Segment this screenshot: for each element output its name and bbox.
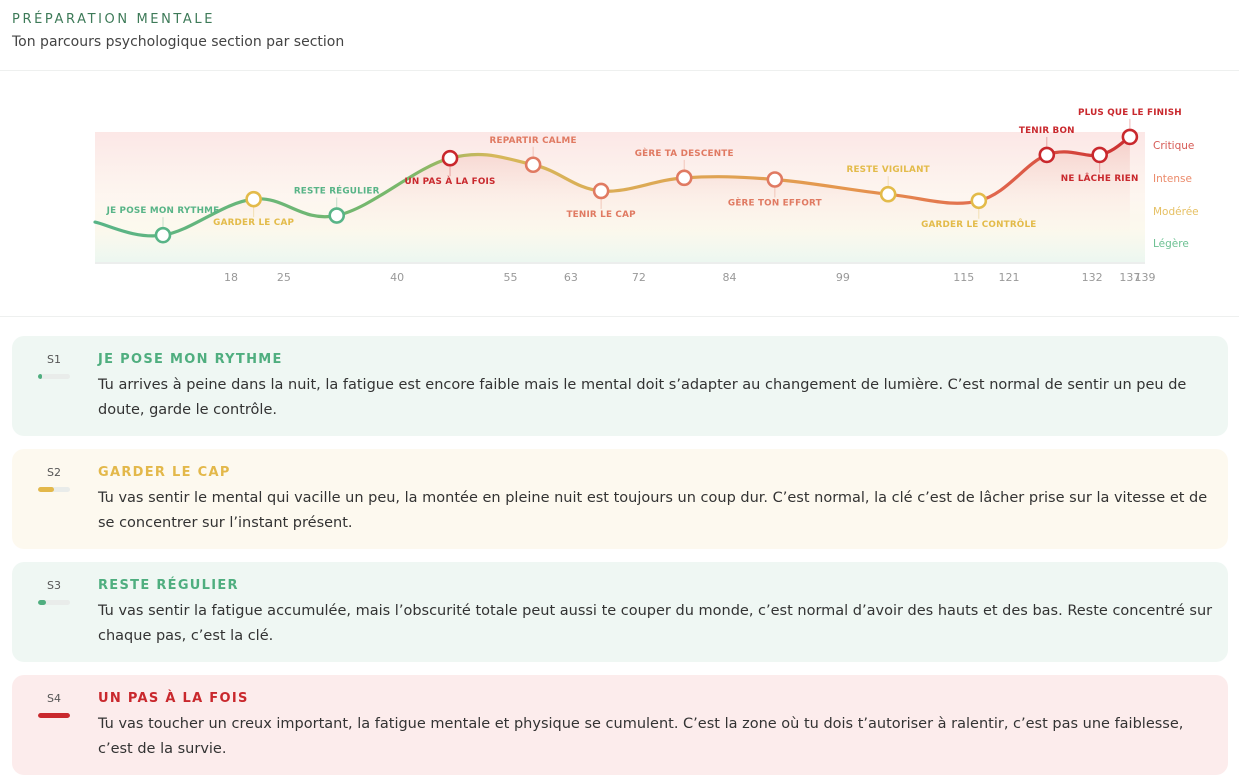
- section-card-s2: S2 GARDER LE CAP Tu vas sentir le mental…: [12, 449, 1228, 549]
- section-point[interactable]: REPARTIR CALME: [490, 136, 577, 174]
- intensity-meter-fill: [38, 487, 54, 492]
- section-point[interactable]: JE POSE MON RYTHME: [106, 206, 220, 244]
- intensity-meter: [38, 487, 70, 492]
- section-marker[interactable]: [245, 190, 262, 208]
- section-label: RESTE RÉGULIER: [294, 185, 380, 197]
- intensity-meter-fill: [38, 374, 42, 379]
- section-card-s1: S1 JE POSE MON RYTHME Tu arrives à peine…: [12, 336, 1228, 436]
- section-point[interactable]: TENIR LE CAP: [566, 182, 636, 220]
- section-marker[interactable]: [441, 149, 459, 167]
- section-label: GÈRE TA DESCENTE: [635, 147, 734, 159]
- section-label: GÈRE TON EFFORT: [728, 196, 822, 208]
- section-marker[interactable]: [154, 226, 172, 244]
- section-label: JE POSE MON RYTHME: [106, 206, 220, 216]
- section-marker[interactable]: [675, 169, 693, 187]
- section-label: NE LÂCHE RIEN: [1061, 172, 1139, 184]
- page-header: PRÉPARATION MENTALE Ton parcours psychol…: [12, 0, 1227, 70]
- chart-svg: Critique Intense Modérée Légère 18 25 40 55 63 7…: [93, 108, 1199, 284]
- page-title: PRÉPARATION MENTALE: [12, 12, 216, 27]
- section-point[interactable]: NE LÂCHE RIEN: [1061, 146, 1139, 184]
- section-marker[interactable]: [1121, 128, 1139, 146]
- intensity-meter: [38, 374, 70, 379]
- section-title: GARDER LE CAP: [98, 465, 231, 480]
- section-label: GARDER LE CAP: [213, 218, 294, 228]
- section-point[interactable]: RESTE RÉGULIER: [294, 185, 380, 224]
- x-tick-label: 121: [999, 271, 1020, 284]
- section-point[interactable]: GARDER LE CONTRÔLE: [921, 192, 1036, 230]
- section-marker[interactable]: [592, 182, 610, 200]
- section-label: REPARTIR CALME: [490, 136, 577, 146]
- x-tick-label: 72: [632, 271, 646, 284]
- level-label: Critique: [1153, 140, 1194, 152]
- intensity-meter: [38, 600, 70, 605]
- x-tick-label: 25: [277, 271, 291, 284]
- section-text: Tu vas toucher un creux important, la fa…: [98, 716, 1184, 757]
- section-id: S3: [47, 579, 61, 592]
- intensity-meter-fill: [38, 713, 70, 718]
- section-point[interactable]: RESTE VIGILANT: [846, 165, 930, 203]
- section-point[interactable]: GARDER LE CAP: [213, 190, 294, 228]
- section-point[interactable]: GÈRE TA DESCENTE: [635, 147, 734, 187]
- x-tick-label: 139: [1135, 271, 1156, 284]
- section-label: TENIR LE CAP: [566, 210, 636, 220]
- x-tick-label: 137: [1119, 271, 1140, 284]
- section-label: RESTE VIGILANT: [846, 165, 929, 175]
- section-card-s4: S4 UN PAS À LA FOIS Tu vas toucher un cr…: [12, 675, 1228, 775]
- section-text: Tu arrives à peine dans la nuit, la fati…: [98, 377, 1187, 418]
- section-marker[interactable]: [970, 192, 988, 210]
- section-marker[interactable]: [1038, 146, 1056, 164]
- section-id: S2: [47, 466, 61, 479]
- section-point[interactable]: GÈRE TON EFFORT: [728, 171, 822, 208]
- level-labels: Critique Intense Modérée Légère: [1153, 140, 1199, 250]
- header-divider: [0, 70, 1239, 71]
- section-text: Tu vas sentir la fatigue accumulée, mais…: [98, 603, 1213, 644]
- section-point[interactable]: TENIR BON: [1019, 126, 1075, 164]
- chart-divider: [0, 316, 1239, 317]
- section-marker[interactable]: [1091, 146, 1108, 164]
- mental-intensity-chart: Critique Intense Modérée Légère 18 25 40 55 63 7…: [0, 71, 1239, 316]
- x-tick-label: 115: [953, 271, 974, 284]
- section-point[interactable]: UN PAS À LA FOIS: [405, 149, 496, 187]
- section-title: JE POSE MON RYTHME: [98, 352, 283, 367]
- intensity-area: [95, 136, 1130, 263]
- x-tick-label: 40: [390, 271, 404, 284]
- intensity-meter-fill: [38, 600, 46, 605]
- section-text: Tu vas sentir le mental qui vacille un p…: [98, 490, 1208, 531]
- section-title: UN PAS À LA FOIS: [98, 691, 249, 706]
- section-card-s3: S3 RESTE RÉGULIER Tu vas sentir la fatig…: [12, 562, 1228, 662]
- section-label: GARDER LE CONTRÔLE: [921, 218, 1036, 230]
- section-marker[interactable]: [524, 156, 542, 174]
- level-label: Modérée: [1153, 206, 1199, 218]
- x-tick-label: 132: [1082, 271, 1103, 284]
- section-label: UN PAS À LA FOIS: [405, 175, 496, 187]
- section-id: S4: [47, 692, 61, 705]
- level-label: Légère: [1153, 238, 1189, 250]
- page-subtitle: Ton parcours psychologique section par s…: [12, 34, 345, 50]
- section-title: RESTE RÉGULIER: [98, 578, 239, 593]
- section-marker[interactable]: [879, 185, 897, 203]
- intensity-meter: [38, 713, 70, 718]
- section-marker[interactable]: [766, 171, 784, 188]
- section-marker[interactable]: [328, 207, 346, 224]
- x-tick-label: 84: [723, 271, 737, 284]
- x-tick-label: 63: [564, 271, 578, 284]
- x-tick-label: 99: [836, 271, 850, 284]
- section-id: S1: [47, 353, 61, 366]
- x-tick-label: 18: [224, 271, 238, 284]
- section-label: TENIR BON: [1019, 126, 1075, 136]
- x-tick-label: 55: [503, 271, 517, 284]
- level-label: Intense: [1153, 173, 1192, 185]
- section-point[interactable]: PLUS QUE LE FINISH: [1078, 108, 1182, 146]
- section-label: PLUS QUE LE FINISH: [1078, 108, 1182, 118]
- section-points: JE POSE MON RYTHME GARDER LE CAP RESTE RÉG…: [106, 108, 1182, 244]
